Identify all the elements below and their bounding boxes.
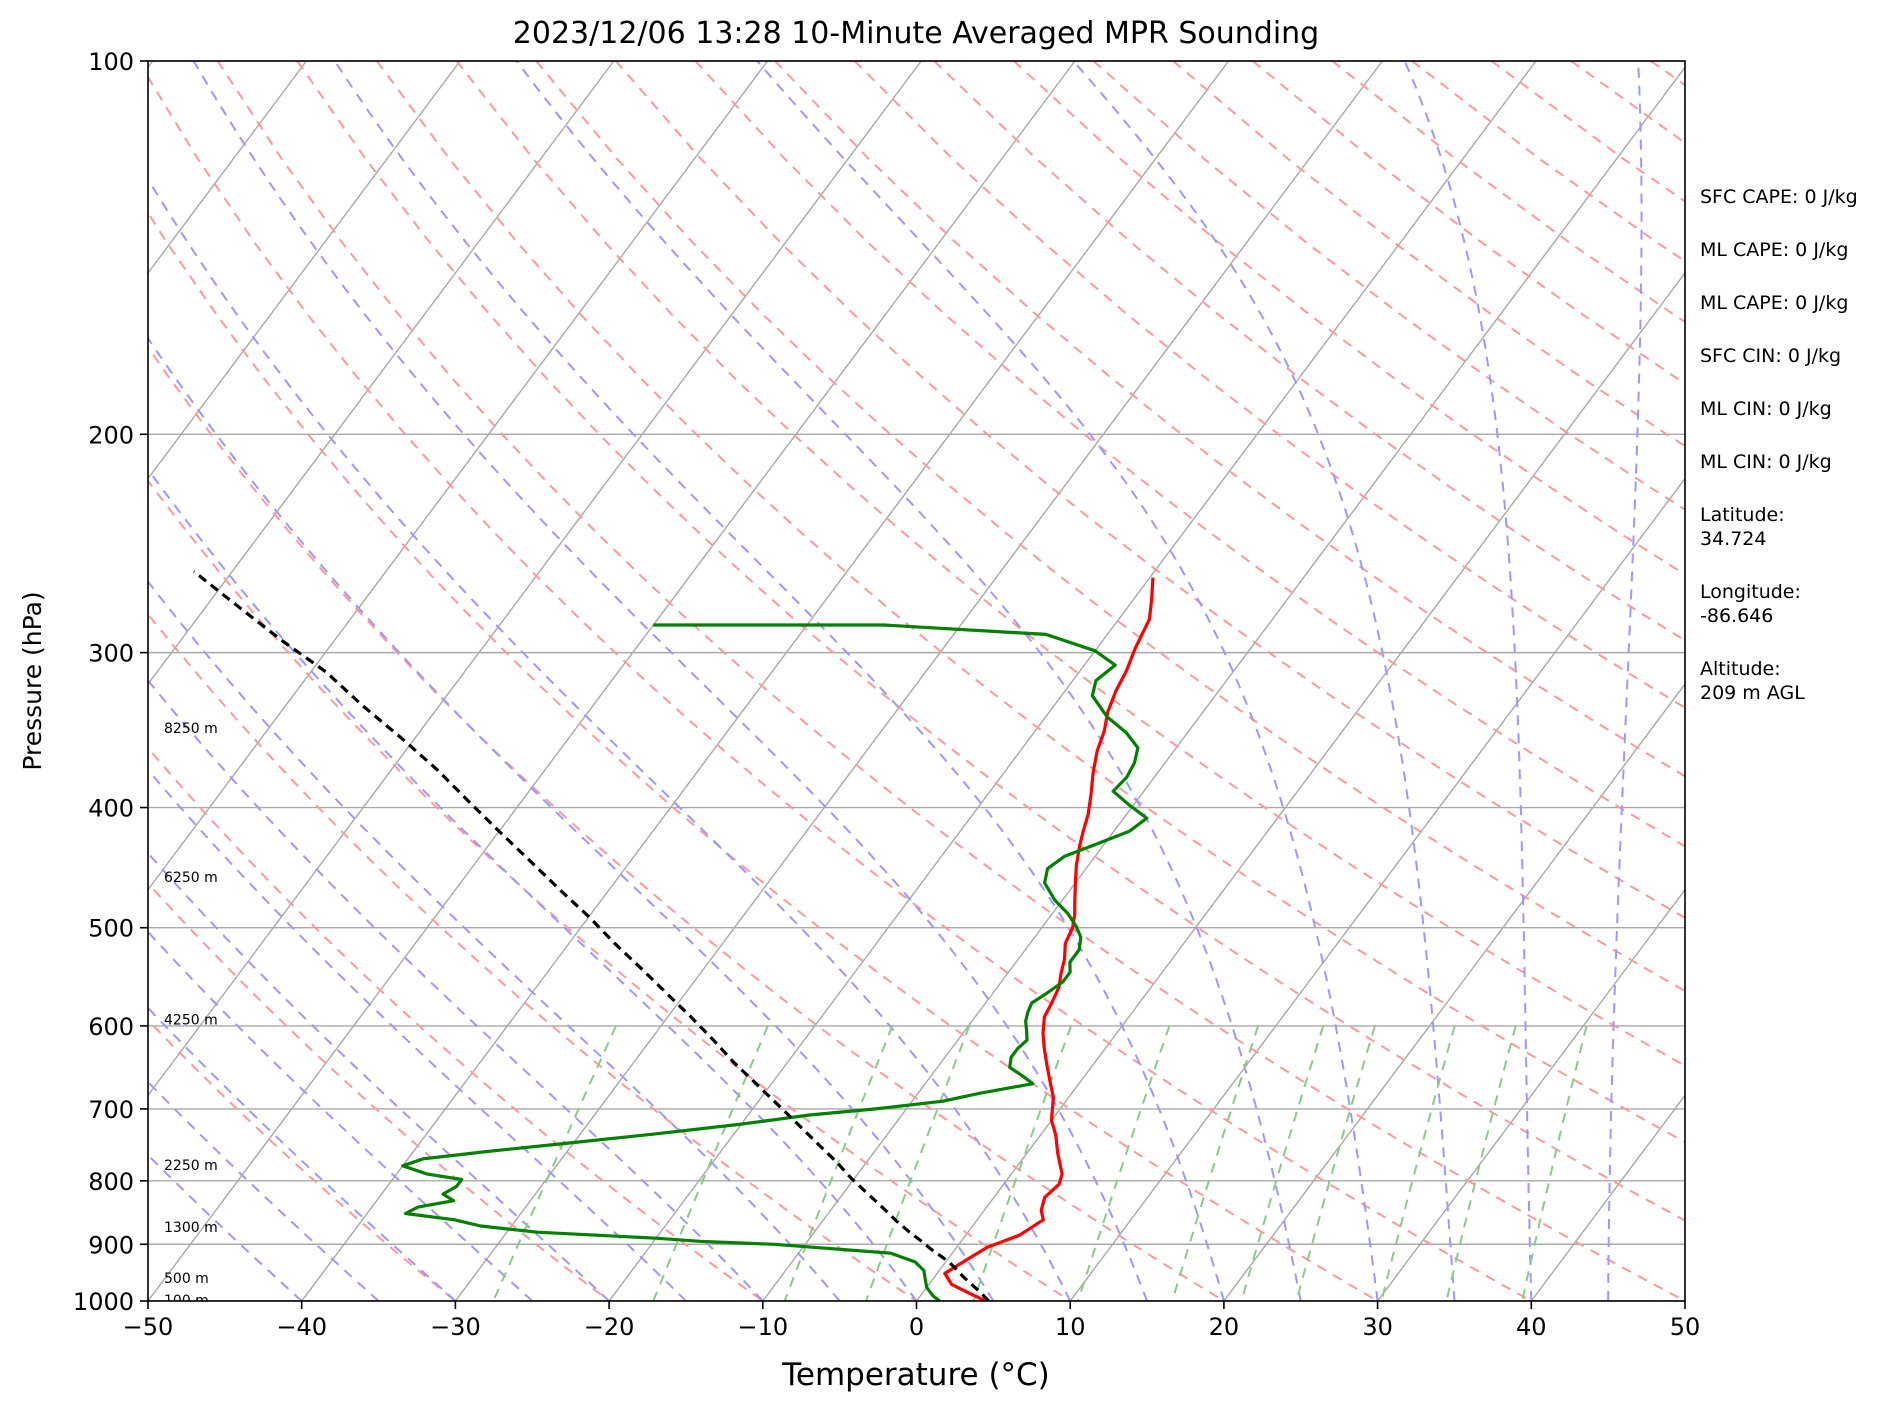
y-tick-label: 200 [88,421,134,449]
y-axis-label: Pressure (hPa) [18,591,47,770]
x-tick-label: 40 [1516,1313,1547,1341]
y-tick-label: 100 [88,48,134,76]
height-label: 4250 m [164,1013,218,1029]
x-tick-label: 50 [1670,1313,1701,1341]
latitude-value: 34.724 [1700,527,1890,551]
x-tick-label: −30 [430,1313,481,1341]
sfc-cape-label: SFC CAPE: 0 J/kg [1700,185,1890,209]
y-tick-label: 500 [88,915,134,943]
y-tick-label: 900 [88,1231,134,1259]
height-label: 500 m [164,1271,209,1287]
sfc-cin-label: SFC CIN: 0 J/kg [1700,344,1890,368]
altitude-value: 209 m AGL [1700,681,1890,705]
y-tick-label: 300 [88,640,134,668]
x-tick-label: −50 [123,1313,174,1341]
sounding-info-panel: SFC CAPE: 0 J/kg ML CAPE: 0 J/kg ML CAPE… [1700,185,1890,734]
y-tick-label: 700 [88,1096,134,1124]
height-label: 1300 m [164,1220,218,1236]
height-label: 2250 m [164,1158,218,1174]
x-tick-label: −40 [276,1313,327,1341]
longitude-label: Longitude: [1700,580,1890,604]
y-tick-label: 400 [88,795,134,823]
chart-title: 2023/12/06 13:28 10-Minute Averaged MPR … [513,16,1319,51]
height-label: 6250 m [164,870,218,886]
latitude-block: Latitude: 34.724 [1700,503,1890,551]
height-label: 8250 m [164,721,218,737]
y-tick-label: 1000 [73,1288,134,1316]
latitude-label: Latitude: [1700,503,1890,527]
x-tick-label: −10 [737,1313,788,1341]
y-tick-label: 800 [88,1168,134,1196]
altitude-block: Altitude: 209 m AGL [1700,657,1890,705]
altitude-label: Altitude: [1700,657,1890,681]
x-tick-label: 20 [1209,1313,1240,1341]
longitude-value: -86.646 [1700,604,1890,628]
ml-cape-label-2: ML CAPE: 0 J/kg [1700,291,1890,315]
y-tick-label: 600 [88,1013,134,1041]
x-tick-label: 30 [1362,1313,1393,1341]
ml-cin-label-2: ML CIN: 0 J/kg [1700,450,1890,474]
x-tick-label: −20 [584,1313,635,1341]
ml-cin-label: ML CIN: 0 J/kg [1700,397,1890,421]
ml-cape-label: ML CAPE: 0 J/kg [1700,238,1890,262]
x-tick-label: 10 [1055,1313,1086,1341]
longitude-block: Longitude: -86.646 [1700,580,1890,628]
x-axis-label: Temperature (°C) [781,1357,1050,1393]
x-tick-label: 0 [909,1313,924,1341]
